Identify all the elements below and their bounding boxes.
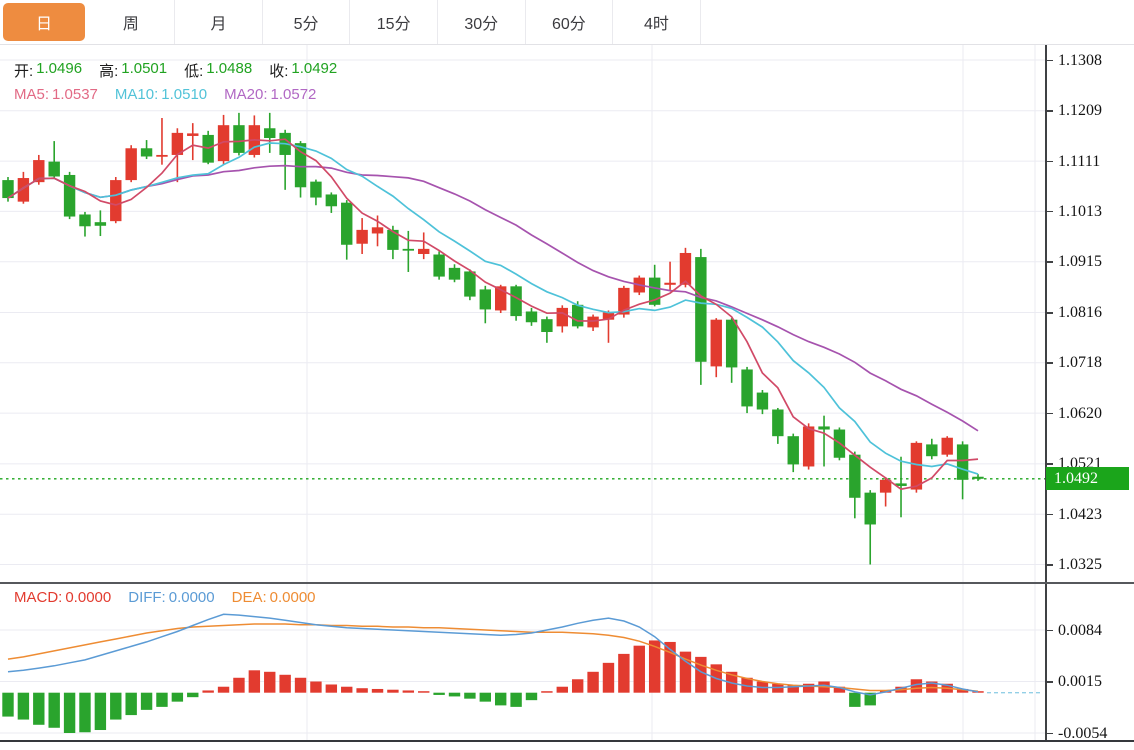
price-tick-label: 1.0816 (1047, 303, 1102, 322)
timeframe-tabbar: 日 周 月 5分 15分 30分 60分 4时 (0, 0, 1134, 45)
legend-value: 1.0488 (206, 60, 253, 77)
macd-tick-label: 0.0015 (1047, 672, 1102, 691)
legend-label: 低: (184, 63, 204, 80)
price-tick-label: 1.1308 (1047, 51, 1102, 70)
macd-value-axis: 0.0084 0.0015 -0.0054 (1045, 584, 1134, 743)
macd-legend: MACD: 0.0000 DIFF: 0.0000 DEA: 0.0000 (14, 589, 316, 606)
legend-value: 1.0572 (270, 86, 317, 103)
ohlc-item-high: 高: 1.0501 (99, 60, 167, 81)
macd-item-dea: DEA: 0.0000 (232, 589, 316, 606)
tabbar-spacer (700, 0, 1134, 44)
main-chart-panel: 1.1308 1.1209 1.1111 1.1013 1.0915 1.0816 1.07… (0, 45, 1134, 584)
legend-value: 1.0510 (161, 86, 208, 103)
legend-label: MA5: (14, 86, 50, 103)
ohlc-item-open: 开: 1.0496 (14, 60, 82, 81)
ma-item-ma20: MA20: 1.0572 (224, 86, 316, 103)
legend-label: 开: (14, 63, 34, 80)
tab-label: 日 (35, 16, 52, 33)
price-tick-label: 1.0620 (1047, 404, 1102, 423)
legend-value: 0.0000 (168, 589, 215, 606)
legend-label: 高: (99, 63, 119, 80)
price-tick-label: 1.0423 (1047, 505, 1102, 524)
macd-tick-label: -0.0054 (1047, 724, 1107, 743)
legend-label: MA10: (114, 86, 159, 103)
tab-4hour[interactable]: 4时 (613, 0, 701, 44)
tab-day[interactable]: 日 (3, 3, 85, 41)
legend-value: 1.0501 (121, 60, 168, 77)
ma-legend: MA5: 1.0537 MA10: 1.0510 MA20: 1.0572 (14, 86, 316, 103)
tab-label: 60分 (551, 16, 586, 33)
tab-month[interactable]: 月 (175, 0, 263, 44)
ohlc-legend: 开: 1.0496 高: 1.0501 低: 1.0488 收: 1.0492 (14, 60, 337, 81)
tab-label: 15分 (376, 16, 411, 33)
ma-item-ma10: MA10: 1.0510 (115, 86, 207, 103)
legend-label: DIFF: (128, 589, 166, 606)
legend-value: 1.0537 (52, 86, 98, 103)
price-tick-label: 1.1111 (1047, 152, 1100, 171)
legend-label: 收: (269, 63, 289, 80)
tab-label: 月 (210, 16, 227, 33)
legend-value: 0.0000 (269, 589, 316, 606)
legend-value: 0.0000 (65, 589, 112, 606)
tab-5min[interactable]: 5分 (262, 0, 351, 44)
price-tick-label: 1.1013 (1047, 202, 1102, 221)
ohlc-item-low: 低: 1.0488 (184, 60, 252, 81)
tab-label: 30分 (464, 16, 499, 33)
price-tick-label: 1.0718 (1047, 353, 1102, 372)
tab-label: 5分 (293, 16, 319, 33)
price-tick-label: 1.0915 (1047, 252, 1102, 271)
candlestick-chart[interactable] (0, 45, 1045, 582)
macd-panel: 0.0084 0.0015 -0.0054 MACD: 0.0000 DIFF: 0.00… (0, 584, 1134, 742)
tab-week[interactable]: 周 (87, 0, 176, 44)
price-tick-label: 1.1209 (1047, 101, 1102, 120)
legend-value: 1.0492 (291, 60, 338, 77)
tab-label: 周 (122, 16, 139, 33)
price-tick-label: 1.0325 (1047, 555, 1102, 574)
macd-chart[interactable] (0, 584, 1045, 740)
legend-value: 1.0496 (36, 60, 83, 77)
legend-label: MACD: (14, 589, 63, 606)
macd-tick-label: 0.0084 (1047, 621, 1102, 640)
tab-60min[interactable]: 60分 (525, 0, 614, 44)
macd-item-diff: DIFF: 0.0000 (128, 589, 214, 606)
ma-item-ma5: MA5: 1.0537 (14, 86, 98, 103)
current-price-badge: 1.0492 (1046, 467, 1129, 491)
macd-item-macd: MACD: 0.0000 (14, 589, 111, 606)
price-axis: 1.1308 1.1209 1.1111 1.1013 1.0915 1.0816 1.07… (1045, 45, 1134, 582)
ohlc-item-close: 收: 1.0492 (269, 60, 337, 81)
tab-30min[interactable]: 30分 (437, 0, 526, 44)
legend-label: DEA: (231, 589, 267, 606)
tab-label: 4时 (644, 16, 669, 33)
legend-label: MA20: (224, 86, 268, 103)
tab-15min[interactable]: 15分 (350, 0, 438, 44)
